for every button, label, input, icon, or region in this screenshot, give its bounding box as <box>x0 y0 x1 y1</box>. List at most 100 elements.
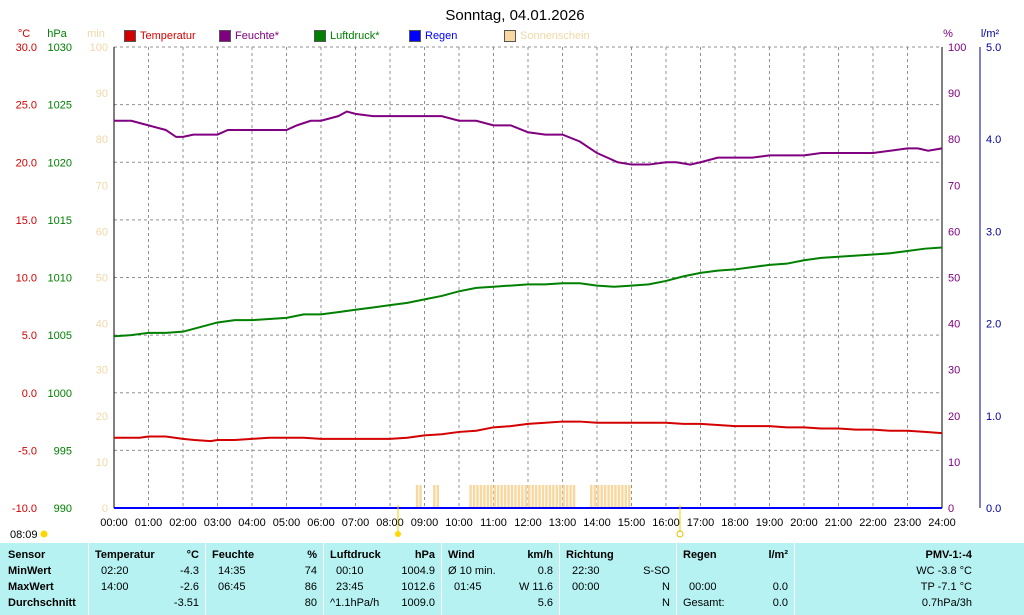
durchschnitt-label: Durchschnitt <box>8 597 76 609</box>
direction-row2-value: N <box>662 581 670 593</box>
humidity-tick-label: 10 <box>948 457 960 469</box>
x-tick-label: 19:00 <box>756 517 784 529</box>
legend-swatch-regen <box>409 30 421 42</box>
separator <box>794 543 795 615</box>
legend-swatch-feuchte <box>219 30 231 42</box>
pressure-unit-label: hPa <box>47 28 67 40</box>
sunshine-bar <box>517 484 521 508</box>
sunset-marker-icon <box>676 530 684 538</box>
sunshine-bar <box>528 484 531 508</box>
x-tick-label: 17:00 <box>687 517 715 529</box>
pmv-pressure-trend: 0.7hPa/3h <box>921 597 972 609</box>
x-tick-label: 21:00 <box>825 517 853 529</box>
humidity-min-value: 74 <box>304 565 317 577</box>
pressure-min-time: 00:10 <box>336 565 364 577</box>
sunshine-bar <box>628 484 631 508</box>
humidity-tick-label: 70 <box>948 180 960 192</box>
sunshine-tick-label: 0 <box>102 503 108 515</box>
sunshine-bar <box>483 484 486 508</box>
pressure-tick-label: 1010 <box>48 273 72 285</box>
pressure-trend: ^1.1hPa/h <box>330 597 380 609</box>
humidity-tick-label: 60 <box>948 226 960 238</box>
legend-swatch-sonnenschein <box>504 30 516 42</box>
direction-row2-time: 00:00 <box>572 581 600 593</box>
temperature-tick-label: -10.0 <box>12 503 37 515</box>
pressure-title: Luftdruck <box>330 549 381 561</box>
temperature-panel: Temperatur °C 02:20 -4.3 14:00 -2.6 -3.5… <box>89 543 205 615</box>
temperature-tick-label: 15.0 <box>16 215 37 227</box>
wind-max-time: 01:45 <box>454 581 482 593</box>
pressure-max-value: 1012.6 <box>401 581 435 593</box>
sunshine-tick-label: 50 <box>96 273 108 285</box>
temperature-tick-label: 20.0 <box>16 157 37 169</box>
sunshine-bar <box>541 484 545 508</box>
humidity-max-time: 06:45 <box>218 581 246 593</box>
humidity-max-value: 86 <box>304 581 317 593</box>
direction-row1-time: 22:30 <box>572 565 600 577</box>
temperature-tick-label: 10.0 <box>16 273 37 285</box>
wind-panel: Wind km/h Ø 10 min. 0.8 01:45 W 11.6 5.6 <box>442 543 559 615</box>
sunshine-bar <box>534 484 538 508</box>
pressure-tick-label: 1015 <box>48 215 72 227</box>
pressure-tick-label: 990 <box>54 503 72 515</box>
sunshine-bar <box>433 484 436 508</box>
maxwert-label: MaxWert <box>8 581 54 593</box>
rain-tick-label: 3.0 <box>986 226 1001 238</box>
separator <box>559 543 560 615</box>
weather-chart: Sonntag, 04.01.2026 °C hPa min % l/m² -1… <box>10 7 1001 541</box>
sunshine-bar <box>500 484 503 508</box>
sunshine-bar <box>510 484 514 508</box>
pressure-tick-label: 1025 <box>48 100 72 112</box>
temperature-min-value: -4.3 <box>180 565 199 577</box>
series-line-feuchte <box>114 110 943 166</box>
sunshine-tick-label: 90 <box>96 88 108 100</box>
temperature-max-time: 14:00 <box>101 581 129 593</box>
wind-avg-value: 5.6 <box>537 597 553 609</box>
x-tick-label: 06:00 <box>307 517 335 529</box>
temperature-unit: °C <box>186 549 199 561</box>
direction-row3-value: N <box>662 597 670 609</box>
separator <box>323 543 324 615</box>
humidity-tick-label: 50 <box>948 273 960 285</box>
sunshine-bar <box>562 484 565 508</box>
legend-label-temperatur: Temperatur <box>140 30 196 42</box>
humidity-panel: Feuchte % 14:35 74 06:45 86 80 <box>206 543 323 615</box>
humidity-tick-label: 80 <box>948 134 960 146</box>
rain-unit: l/m² <box>768 549 788 561</box>
humidity-tick-label: 0 <box>948 503 954 515</box>
sunshine-bar <box>514 484 517 508</box>
sunshine-bars <box>415 484 631 508</box>
rain-tick-label: 1.0 <box>986 411 1001 423</box>
sunshine-tick-label: 10 <box>96 457 108 469</box>
sunrise-marker-icon <box>395 531 401 537</box>
legend-item-feuchte: Feuchte* <box>219 30 279 42</box>
pressure-panel: Luftdruck hPa 00:10 1004.9 23:45 1012.6 … <box>324 543 441 615</box>
temperature-min-time: 02:20 <box>101 565 129 577</box>
humidity-tick-label: 90 <box>948 88 960 100</box>
temperature-title: Temperatur <box>95 549 155 561</box>
separator <box>676 543 677 615</box>
sunshine-bar <box>614 484 617 508</box>
temperature-tick-label: -5.0 <box>18 445 37 457</box>
sunshine-bar <box>503 484 507 508</box>
sunshine-tick-label: 30 <box>96 365 108 377</box>
wind-avg10-label: Ø 10 min. <box>448 565 496 577</box>
humidity-min-time: 14:35 <box>218 565 246 577</box>
sunshine-bar <box>548 484 552 508</box>
temperature-tick-label: 25.0 <box>16 100 37 112</box>
sunshine-bar <box>559 484 562 508</box>
temperature-tick-label: 5.0 <box>22 330 37 342</box>
sunshine-bar <box>507 484 510 508</box>
x-tick-label: 20:00 <box>790 517 818 529</box>
direction-row1-value: S-SO <box>643 565 670 577</box>
temperature-tick-label: 30.0 <box>16 42 37 54</box>
pressure-tick-label: 1005 <box>48 330 72 342</box>
direction-title: Richtung <box>566 549 614 561</box>
rain-row2-value: 0.0 <box>772 581 788 593</box>
sunshine-bar <box>524 484 527 508</box>
x-tick-label: 10:00 <box>445 517 473 529</box>
chart-title: Sonntag, 04.01.2026 <box>445 7 584 24</box>
pressure-tick-label: 1020 <box>48 157 72 169</box>
sunshine-bar <box>436 484 440 508</box>
sunshine-bar <box>597 484 600 508</box>
